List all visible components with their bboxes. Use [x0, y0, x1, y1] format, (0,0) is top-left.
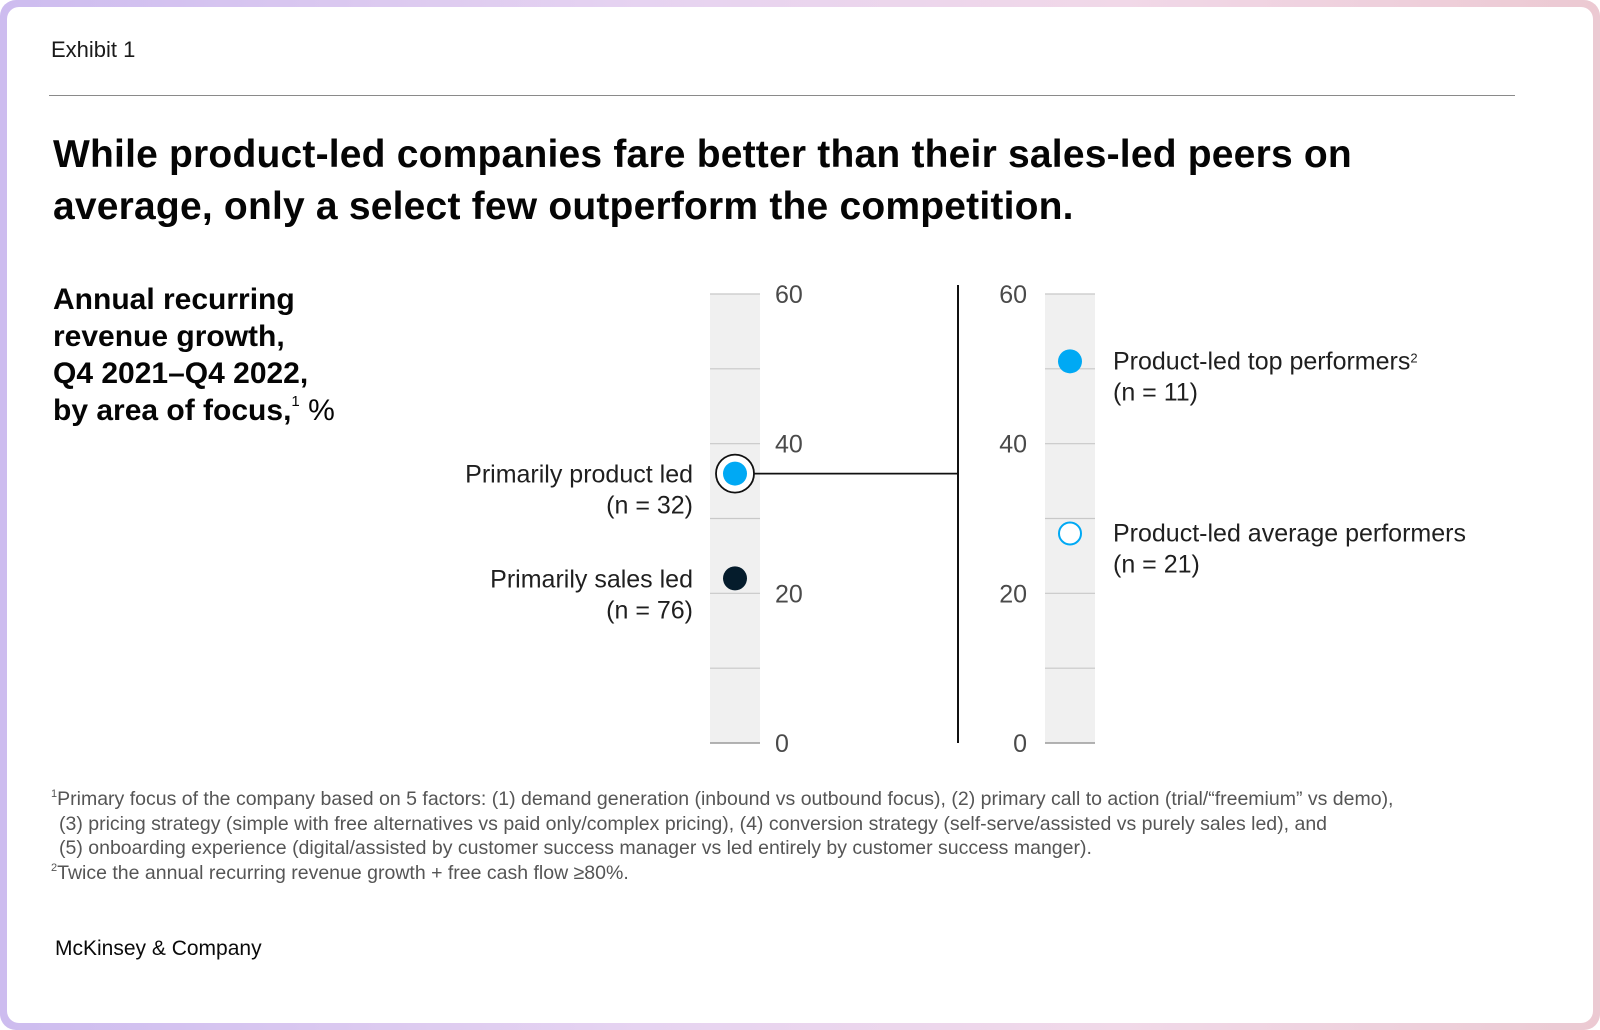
point-label-superscript: 2 — [1410, 350, 1417, 365]
point-label-product-led-average-performers: Product-led average performers — [1113, 519, 1466, 547]
y-tick-label: 40 — [999, 431, 1027, 459]
point-label-primarily-sales-led: Primarily sales led — [490, 565, 693, 593]
dot-chart: 0 20 40 60 0 20 40 60 Primarily product led (n = … — [465, 281, 1466, 758]
y-tick-label: 0 — [775, 730, 789, 758]
y-tick-label: 60 — [999, 281, 1027, 309]
point-product-led-average-performers — [1058, 521, 1082, 546]
metric-line: Q4 2021–Q4 2022, — [53, 357, 309, 390]
point-n-label-primarily-sales-led: (n = 76) — [606, 596, 693, 624]
point-label-primarily-product-led: Primarily product led — [465, 461, 693, 489]
footnote-ref: 1 — [291, 393, 300, 410]
point-primarily-sales-led — [723, 566, 747, 591]
exhibit-card: Exhibit 1 While product-led companies fa… — [7, 7, 1593, 1023]
metric-unit: % — [299, 394, 335, 427]
metric-line: Annual recurring — [53, 283, 295, 316]
metric-line: revenue growth, — [53, 320, 285, 353]
footnote-1-marker: 1 — [51, 788, 58, 800]
footnote-2-marker: 2 — [51, 861, 58, 874]
footnote-1-line-2: (3) pricing strategy (simple with free a… — [59, 812, 1328, 835]
point-label-product-led-top-performers: Product-led top performers2 — [1113, 347, 1418, 375]
y-tick-label: 20 — [999, 580, 1027, 608]
metric-line: by area of focus,1 % — [53, 392, 393, 429]
point-product-led-top-performers — [1058, 349, 1082, 374]
point-n-label-product-led-top-performers: (n = 11) — [1113, 378, 1198, 406]
headline: While product-led companies fare better … — [53, 133, 1352, 228]
header-divider — [49, 95, 1515, 96]
footnote-1-line-3: (5) onboarding experience (digital/assis… — [59, 837, 1092, 859]
metric-title: Annual recurring revenue growth, Q4 2021… — [53, 281, 393, 429]
y-tick-label: 60 — [775, 281, 803, 309]
y-tick-label: 20 — [775, 580, 803, 608]
y-tick-label: 40 — [775, 431, 803, 459]
point-n-label-primarily-product-led: (n = 32) — [606, 492, 693, 520]
y-tick-label: 0 — [1013, 730, 1027, 758]
point-primarily-product-led — [723, 461, 747, 486]
footnote-2: 2Twice the annual recurring revenue grow… — [51, 861, 1551, 886]
point-n-label-product-led-average-performers: (n = 21) — [1113, 550, 1200, 578]
footnotes: 1Primary focus of the company based on 5… — [51, 787, 1551, 885]
footnote-1-text: Primary focus of the company based on 5 … — [57, 788, 1394, 810]
footnote-1-line-1: 1Primary focus of the company based on 5… — [51, 787, 1551, 812]
footnote-2-text: Twice the annual recurring revenue growt… — [57, 861, 629, 884]
brand-logo-text: McKinsey & Company — [55, 937, 262, 960]
exhibit-label: Exhibit 1 — [51, 37, 136, 62]
metric-line-text: by area of focus, — [53, 394, 292, 427]
